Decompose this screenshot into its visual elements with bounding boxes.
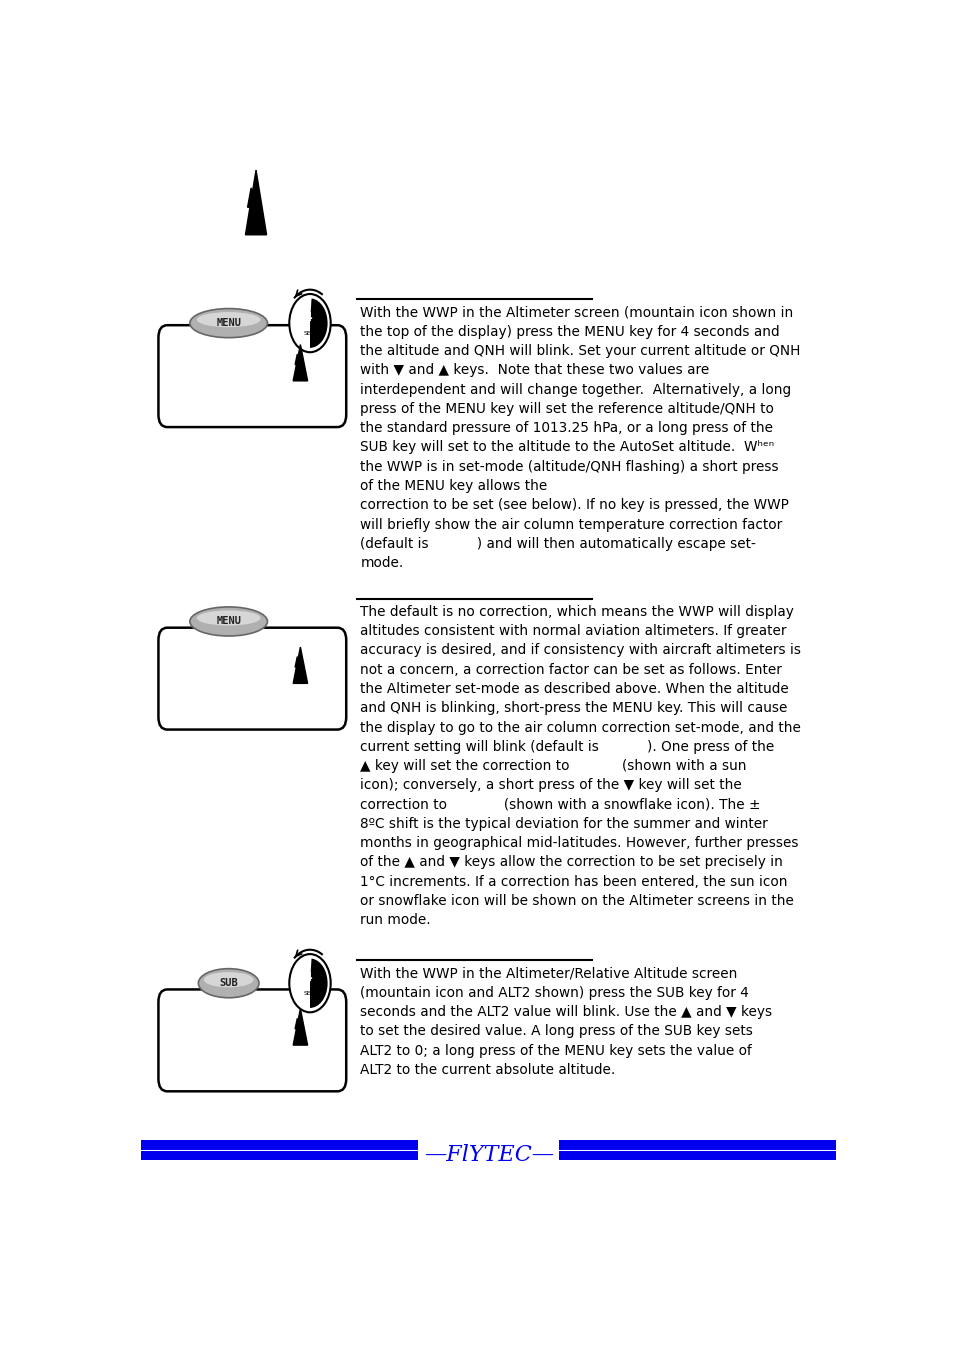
Polygon shape (293, 1008, 307, 1045)
Circle shape (289, 294, 331, 352)
Text: 4: 4 (303, 310, 312, 324)
Text: With the WWP in the Altimeter/Relative Altitude screen
(mountain icon and ALT2 s: With the WWP in the Altimeter/Relative A… (360, 967, 772, 1077)
FancyBboxPatch shape (158, 325, 346, 427)
FancyBboxPatch shape (158, 628, 346, 729)
Polygon shape (294, 656, 299, 667)
Text: —FlYTEC—: —FlYTEC— (423, 1143, 554, 1165)
Wedge shape (310, 298, 327, 348)
Ellipse shape (190, 608, 267, 636)
Ellipse shape (196, 312, 260, 327)
Text: 4: 4 (303, 971, 312, 984)
Text: MENU: MENU (216, 319, 241, 328)
Text: SEC: SEC (304, 331, 315, 336)
Polygon shape (248, 188, 254, 208)
Polygon shape (294, 1018, 299, 1029)
Text: MENU: MENU (216, 617, 241, 626)
Text: With the WWP in the Altimeter screen (mountain icon shown in
the top of the disp: With the WWP in the Altimeter screen (mo… (360, 305, 800, 570)
Text: The default is no correction, which means the WWP will display
altitudes consist: The default is no correction, which mean… (360, 605, 801, 927)
Ellipse shape (204, 972, 253, 987)
Polygon shape (293, 647, 307, 683)
FancyBboxPatch shape (141, 1150, 836, 1160)
Text: SUB: SUB (219, 979, 238, 988)
Ellipse shape (198, 969, 258, 998)
Polygon shape (293, 344, 307, 381)
Ellipse shape (196, 610, 260, 625)
Circle shape (289, 954, 331, 1012)
Polygon shape (294, 354, 299, 364)
Wedge shape (310, 958, 327, 1008)
Text: SEC: SEC (304, 991, 315, 996)
Polygon shape (245, 170, 266, 235)
FancyBboxPatch shape (141, 1141, 836, 1150)
Ellipse shape (190, 309, 267, 338)
FancyBboxPatch shape (158, 990, 346, 1091)
